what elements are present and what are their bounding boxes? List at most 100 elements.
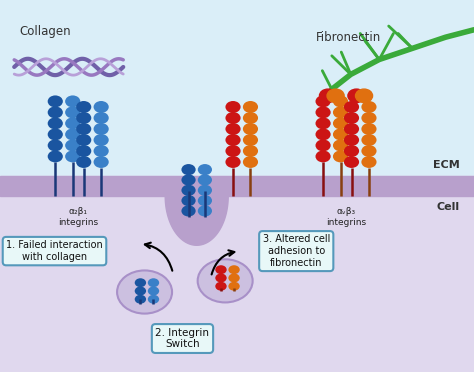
Circle shape bbox=[182, 205, 196, 217]
Text: Collagen: Collagen bbox=[19, 25, 71, 38]
Circle shape bbox=[135, 278, 146, 287]
Circle shape bbox=[93, 123, 109, 135]
Circle shape bbox=[93, 101, 109, 113]
Circle shape bbox=[361, 145, 376, 157]
Circle shape bbox=[182, 174, 196, 186]
Circle shape bbox=[48, 95, 63, 107]
Circle shape bbox=[344, 123, 359, 135]
Circle shape bbox=[48, 118, 63, 129]
Text: Fibronectin: Fibronectin bbox=[316, 31, 381, 44]
Text: 3. Altered cell
adhesion to
fibronectin: 3. Altered cell adhesion to fibronectin bbox=[263, 234, 330, 268]
Circle shape bbox=[333, 140, 348, 151]
Circle shape bbox=[65, 118, 80, 129]
Circle shape bbox=[226, 156, 241, 168]
Circle shape bbox=[48, 106, 63, 118]
Circle shape bbox=[198, 185, 212, 196]
Circle shape bbox=[76, 101, 91, 113]
Circle shape bbox=[93, 145, 109, 157]
Circle shape bbox=[226, 134, 241, 146]
Circle shape bbox=[333, 95, 348, 107]
Circle shape bbox=[316, 140, 331, 151]
Circle shape bbox=[356, 89, 373, 103]
Circle shape bbox=[226, 123, 241, 135]
Text: 1. Failed interaction
with collagen: 1. Failed interaction with collagen bbox=[6, 240, 103, 262]
Circle shape bbox=[215, 265, 227, 274]
Circle shape bbox=[65, 150, 80, 162]
Circle shape bbox=[243, 123, 258, 135]
Text: αᵥβ₃
integrins: αᵥβ₃ integrins bbox=[326, 207, 366, 227]
Circle shape bbox=[316, 128, 331, 140]
Circle shape bbox=[148, 278, 159, 287]
Bar bbox=[0, 176, 474, 196]
Circle shape bbox=[344, 101, 359, 113]
Circle shape bbox=[135, 295, 146, 304]
Circle shape bbox=[243, 145, 258, 157]
Circle shape bbox=[344, 145, 359, 157]
Circle shape bbox=[316, 106, 331, 118]
Circle shape bbox=[333, 128, 348, 140]
Bar bbox=[0, 0, 474, 176]
Circle shape bbox=[65, 140, 80, 151]
Circle shape bbox=[316, 118, 331, 129]
Circle shape bbox=[198, 164, 212, 175]
Circle shape bbox=[215, 282, 227, 291]
Text: ECM: ECM bbox=[433, 160, 460, 170]
Circle shape bbox=[198, 259, 253, 302]
Circle shape bbox=[76, 145, 91, 157]
Circle shape bbox=[48, 150, 63, 162]
Circle shape bbox=[228, 282, 240, 291]
Circle shape bbox=[76, 134, 91, 146]
Circle shape bbox=[344, 156, 359, 168]
Circle shape bbox=[65, 128, 80, 140]
Circle shape bbox=[135, 286, 146, 295]
Circle shape bbox=[228, 265, 240, 274]
Circle shape bbox=[333, 118, 348, 129]
Circle shape bbox=[93, 112, 109, 124]
Circle shape bbox=[243, 156, 258, 168]
Circle shape bbox=[333, 106, 348, 118]
Circle shape bbox=[226, 101, 241, 113]
Text: Cell: Cell bbox=[437, 202, 460, 212]
Circle shape bbox=[361, 112, 376, 124]
Circle shape bbox=[243, 112, 258, 124]
Circle shape bbox=[76, 112, 91, 124]
Circle shape bbox=[148, 295, 159, 304]
Circle shape bbox=[319, 89, 337, 103]
Circle shape bbox=[182, 195, 196, 206]
Circle shape bbox=[198, 195, 212, 206]
Circle shape bbox=[333, 150, 348, 162]
Text: α₂β₁
integrins: α₂β₁ integrins bbox=[58, 207, 98, 227]
Circle shape bbox=[226, 145, 241, 157]
Bar bbox=[0, 176, 474, 372]
Circle shape bbox=[361, 123, 376, 135]
Circle shape bbox=[327, 89, 344, 103]
Circle shape bbox=[243, 134, 258, 146]
Circle shape bbox=[316, 150, 331, 162]
Circle shape bbox=[316, 95, 331, 107]
Circle shape bbox=[344, 134, 359, 146]
Text: 2. Integrin
Switch: 2. Integrin Switch bbox=[155, 328, 210, 349]
Circle shape bbox=[93, 156, 109, 168]
Circle shape bbox=[198, 205, 212, 217]
Circle shape bbox=[361, 156, 376, 168]
Circle shape bbox=[93, 134, 109, 146]
Circle shape bbox=[361, 134, 376, 146]
Circle shape bbox=[48, 140, 63, 151]
Circle shape bbox=[65, 106, 80, 118]
Circle shape bbox=[182, 164, 196, 175]
Circle shape bbox=[117, 270, 172, 314]
Polygon shape bbox=[166, 196, 228, 244]
Circle shape bbox=[226, 112, 241, 124]
Circle shape bbox=[76, 123, 91, 135]
Circle shape bbox=[348, 89, 365, 103]
Circle shape bbox=[198, 174, 212, 186]
Circle shape bbox=[344, 112, 359, 124]
Circle shape bbox=[65, 95, 80, 107]
Circle shape bbox=[228, 273, 240, 282]
Circle shape bbox=[361, 101, 376, 113]
Circle shape bbox=[243, 101, 258, 113]
Circle shape bbox=[48, 128, 63, 140]
Circle shape bbox=[76, 156, 91, 168]
Circle shape bbox=[148, 286, 159, 295]
Circle shape bbox=[182, 185, 196, 196]
